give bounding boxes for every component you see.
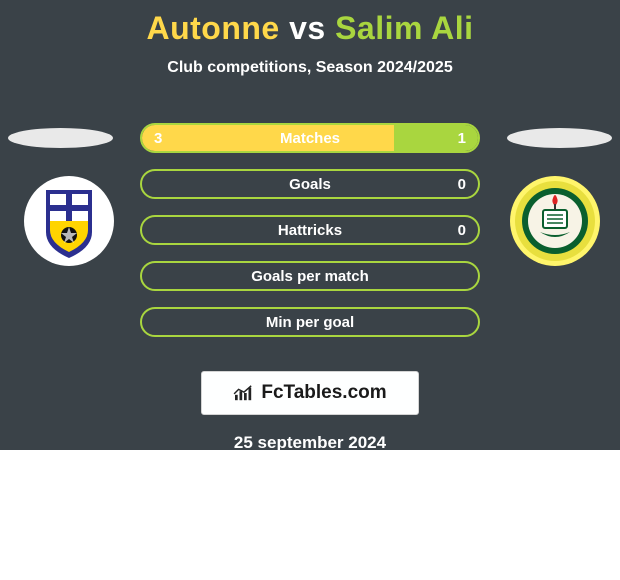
- stat-row-hattricks: Hattricks 0: [140, 215, 480, 245]
- stat-row-goals-per-match: Goals per match: [140, 261, 480, 291]
- stat-label: Goals: [289, 176, 331, 193]
- player2-oval: [507, 128, 612, 148]
- stats-rows: 3 Matches 1 Goals 0 Hattricks 0 Goals per match…: [140, 123, 480, 337]
- comparison-widget: Autonne vs Salim Ali Club competitions, …: [0, 0, 620, 450]
- stat-value-right: 1: [458, 130, 466, 147]
- stat-label: Min per goal: [266, 314, 354, 331]
- stat-row-matches: 3 Matches 1: [140, 123, 480, 153]
- player1-oval: [8, 128, 113, 148]
- player2-name: Salim Ali: [335, 10, 473, 46]
- player1-name: Autonne: [146, 10, 279, 46]
- stat-fill-left: [142, 125, 394, 151]
- team1-badge-icon: [24, 176, 114, 266]
- stat-value-left: 3: [154, 130, 162, 147]
- subtitle: Club competitions, Season 2024/2025: [0, 59, 620, 77]
- stat-value-right: 0: [458, 176, 466, 193]
- brand-box[interactable]: FcTables.com: [201, 371, 419, 415]
- brand-label: FcTables.com: [261, 382, 386, 404]
- stat-row-min-per-goal: Min per goal: [140, 307, 480, 337]
- lower-whitespace: [0, 450, 620, 580]
- team2-badge-icon: [510, 176, 600, 266]
- stat-label: Goals per match: [251, 268, 369, 285]
- date-label: 25 september 2024: [0, 433, 620, 453]
- stat-row-goals: Goals 0: [140, 169, 480, 199]
- stat-label: Hattricks: [278, 222, 342, 239]
- team2-logo: [510, 176, 600, 266]
- page-title: Autonne vs Salim Ali: [0, 0, 620, 47]
- team1-logo: [24, 176, 114, 266]
- vs-text: vs: [289, 10, 326, 46]
- stat-label: Matches: [280, 130, 340, 147]
- chart-icon: [233, 384, 255, 402]
- stat-value-right: 0: [458, 222, 466, 239]
